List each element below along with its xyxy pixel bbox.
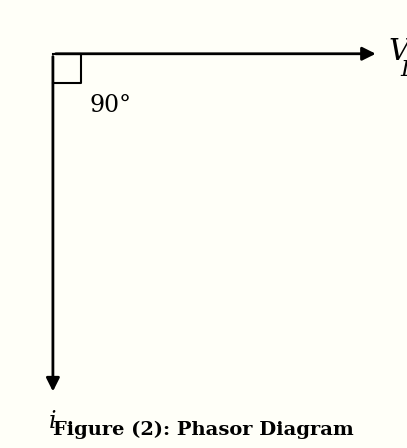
Text: 90°: 90° (90, 94, 131, 117)
Text: Figure (2): Phasor Diagram: Figure (2): Phasor Diagram (53, 421, 354, 439)
Text: V: V (389, 38, 407, 65)
Text: L: L (400, 59, 407, 82)
Text: i: i (49, 410, 57, 433)
